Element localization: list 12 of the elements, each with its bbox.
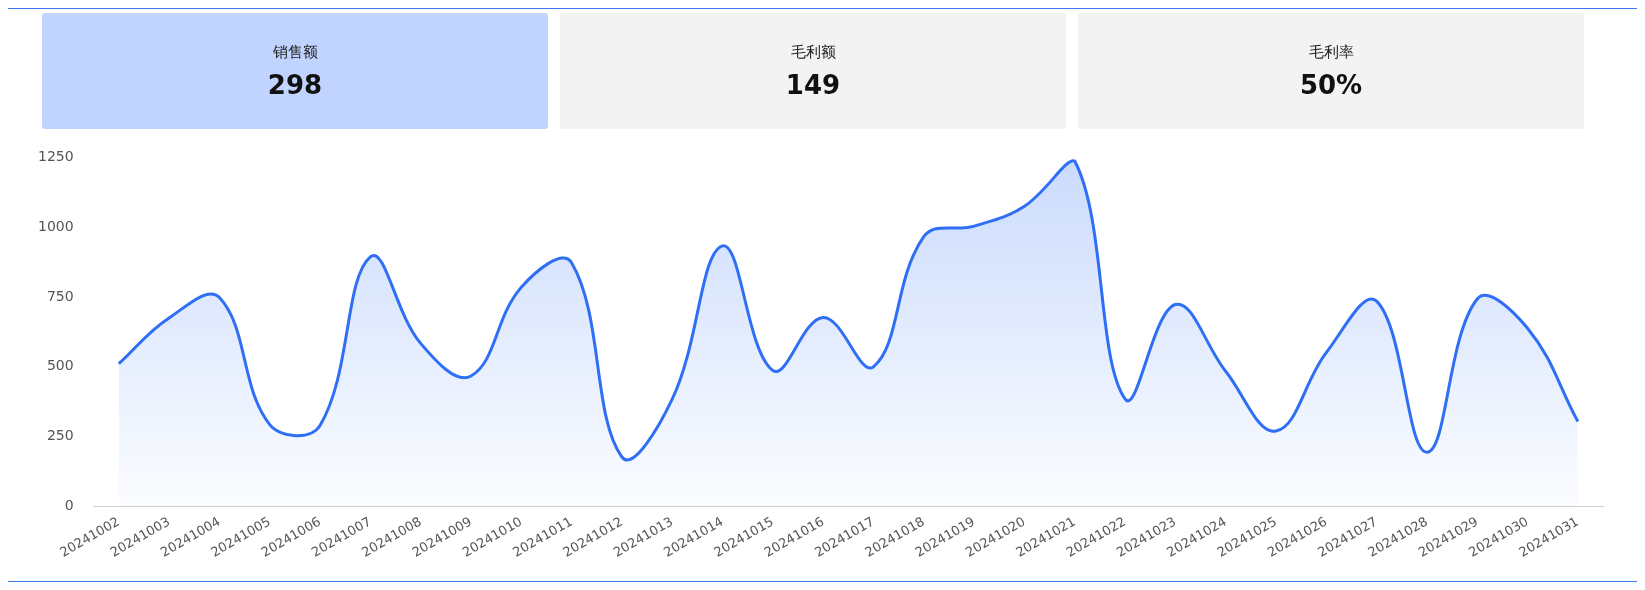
- y-tick-label: 1250: [37, 148, 74, 165]
- y-tick-label: 750: [46, 287, 74, 304]
- text: 毛利率: [1308, 42, 1354, 62]
- y-tick-label: 1000: [37, 217, 74, 234]
- y-tick-label: 500: [46, 357, 74, 374]
- text: 毛利额: [790, 42, 836, 62]
- text: 50%: [1299, 69, 1363, 100]
- y-tick-label: 250: [46, 427, 74, 444]
- y-tick-label: 0: [64, 497, 74, 514]
- text: 298: [267, 69, 323, 100]
- text: 销售额: [272, 42, 318, 62]
- text: 149: [785, 69, 841, 100]
